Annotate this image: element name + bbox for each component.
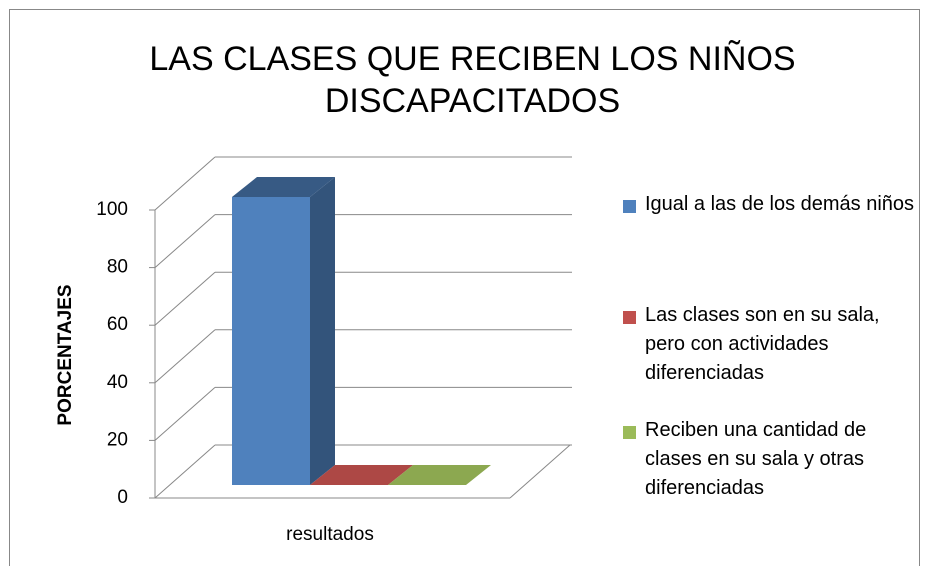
- grid-line: [154, 214, 216, 268]
- legend-swatch: [623, 426, 636, 439]
- y-tick-label: 20: [107, 429, 128, 450]
- bar: [310, 465, 413, 485]
- floor-right: [509, 444, 571, 499]
- y-tick-label: 100: [96, 199, 128, 220]
- bar: [232, 177, 335, 485]
- grid-line: [154, 387, 216, 441]
- legend-label: Las clases son en su sala, pero con acti…: [645, 304, 880, 384]
- grid-line: [154, 156, 216, 211]
- grid-line: [154, 444, 216, 499]
- bar-side: [310, 177, 335, 485]
- y-tick-label: 60: [107, 314, 128, 335]
- y-tick-label: 40: [107, 372, 128, 393]
- frame: [9, 9, 920, 566]
- bar-top: [310, 465, 413, 485]
- y-tick-label: 80: [107, 257, 128, 278]
- bar: [388, 465, 491, 485]
- legend-label: Igual a las de los demás niños: [645, 193, 915, 215]
- grid-line: [154, 329, 216, 384]
- x-tick-label: resultados: [286, 524, 374, 545]
- legend-label: Reciben una cantidad de clases en su sal…: [645, 419, 867, 499]
- legend-swatch: [623, 200, 636, 213]
- y-axis-label: PORCENTAJES: [55, 284, 76, 425]
- bar-top: [232, 177, 335, 197]
- grid-line: [154, 271, 216, 326]
- bar-front: [232, 197, 310, 485]
- bar-top: [388, 465, 491, 485]
- legend-swatch: [623, 311, 636, 324]
- chart-title: LAS CLASES QUE RECIBEN LOS NIÑOS DISCAPA…: [149, 40, 796, 120]
- y-tick-label: 0: [117, 487, 128, 508]
